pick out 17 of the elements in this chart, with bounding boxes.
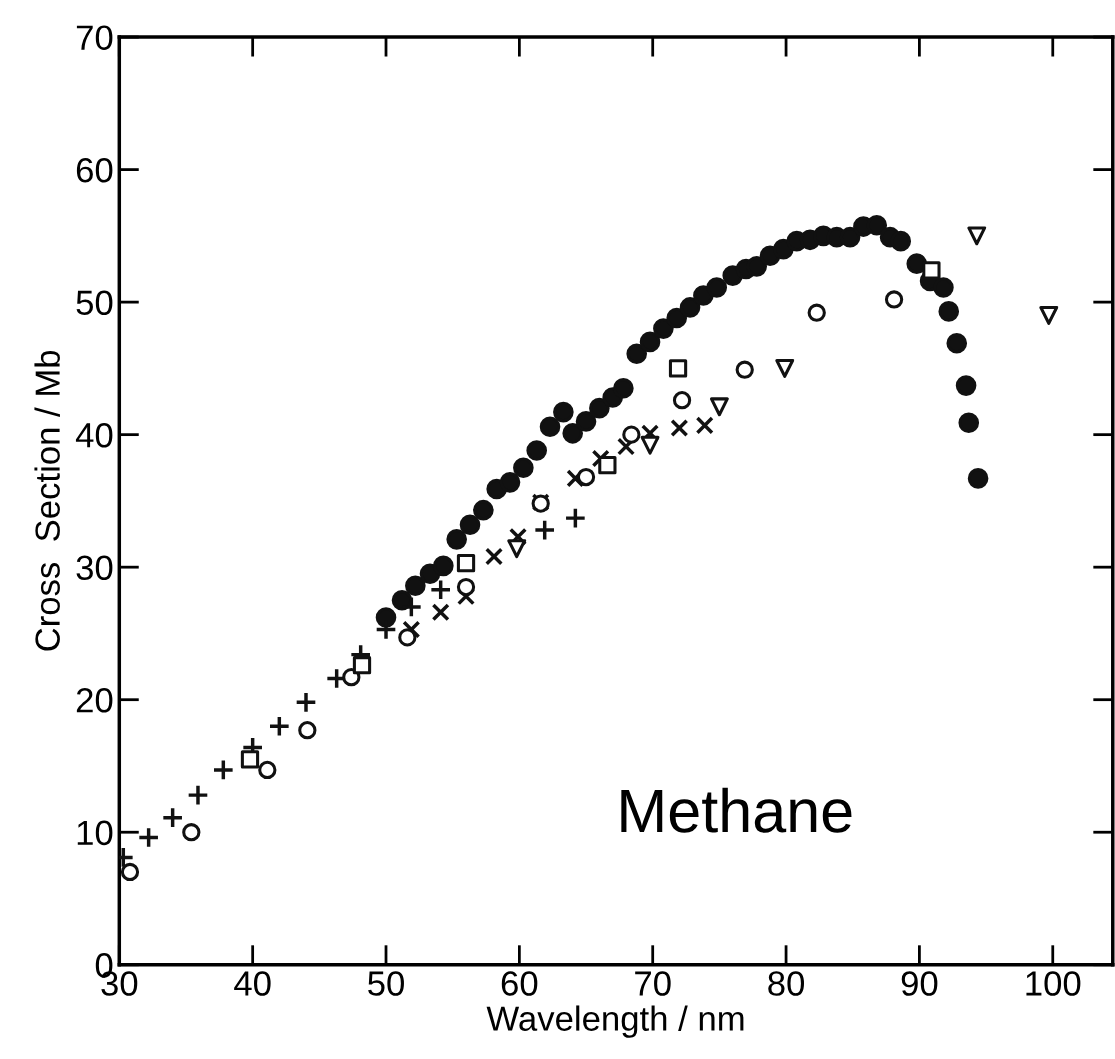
x-axis-title: Wavelength / nm [486, 1005, 744, 1038]
y-tick-label: 40 [75, 422, 113, 448]
y-tick-label: 30 [76, 555, 113, 581]
x-tick-label: 40 [234, 971, 271, 996]
x-tick-label: 90 [901, 971, 938, 996]
annotation: Methane [621, 787, 852, 833]
y-tick-label: 60 [76, 157, 113, 183]
x-tick-label: 80 [768, 971, 805, 996]
x-tick-label: 60 [501, 971, 538, 996]
x-tick-label: 70 [635, 971, 671, 996]
y-tick-label: 50 [76, 290, 113, 316]
y-tick-label: 10 [77, 820, 113, 846]
y-axis-title: Cross Section / Mb [34, 350, 60, 651]
y-tick-label: 20 [76, 688, 113, 713]
x-tick-label: 50 [368, 971, 404, 996]
y-tick-label: 70 [76, 25, 113, 50]
x-tick-label: 100 [1026, 971, 1081, 996]
